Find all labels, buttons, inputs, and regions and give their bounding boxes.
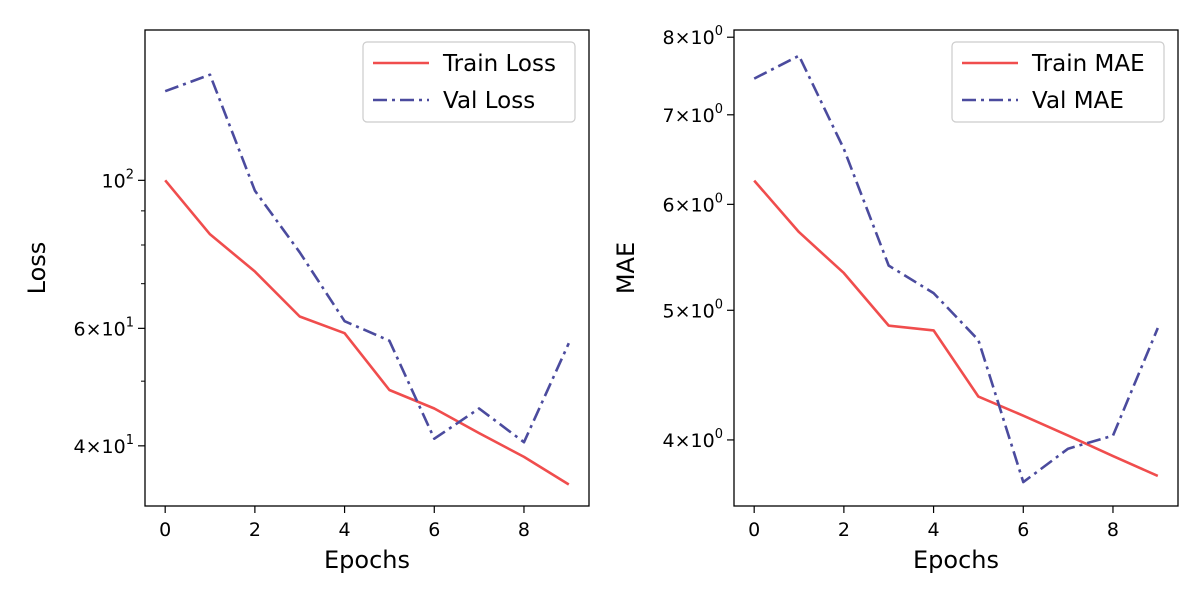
chart-panel-1: 0 2 4 6 8 4×101 6×101 102 Epochs Loss Train Loss Va…	[23, 29, 590, 574]
legend: Train MAE Val MAE	[951, 41, 1165, 123]
y-tick-label: 8×100	[663, 24, 723, 49]
x-tick-label: 8	[1107, 519, 1119, 541]
legend-label: Val Loss	[443, 88, 535, 114]
y-tick-label: 7×100	[663, 102, 723, 127]
legend-label: Val MAE	[1032, 88, 1124, 114]
y-tick-label: 6×100	[663, 191, 723, 216]
x-axis-label: Epochs	[324, 546, 410, 574]
legend-label: Train MAE	[1031, 51, 1145, 77]
y-axis-label: Loss	[23, 242, 51, 295]
legend: Train Loss Val Loss	[362, 41, 576, 123]
x-tick-label: 0	[748, 519, 760, 541]
series-line-2	[753, 54, 1160, 484]
axes-frame	[733, 29, 1179, 507]
x-tick-label: 0	[159, 519, 171, 541]
y-tick-label: 5×100	[663, 297, 723, 322]
axes-frame	[144, 29, 590, 507]
series-line-1	[164, 179, 570, 486]
chart-panel-2: 0 2 4 6 8 4×100 5×100 6×100 7×100 8×100 Epochs MAE T…	[612, 24, 1179, 574]
y-tick-label: 4×100	[663, 427, 723, 452]
x-tick-label: 6	[1017, 519, 1029, 541]
x-tick-label: 4	[928, 519, 940, 541]
x-tick-label: 2	[249, 519, 261, 541]
series-line-1	[753, 179, 1159, 478]
x-tick-label: 2	[838, 519, 850, 541]
y-tick-label: 6×101	[74, 315, 134, 340]
x-tick-label: 6	[428, 519, 440, 541]
legend-label: Train Loss	[442, 51, 556, 77]
series-line-2	[164, 73, 570, 444]
x-axis-label: Epochs	[913, 546, 999, 574]
y-axis-label: MAE	[612, 242, 640, 294]
x-tick-label: 4	[339, 519, 351, 541]
y-tick-label: 4×101	[74, 433, 134, 458]
y-tick-label: 102	[102, 167, 134, 192]
x-tick-label: 8	[518, 519, 530, 541]
